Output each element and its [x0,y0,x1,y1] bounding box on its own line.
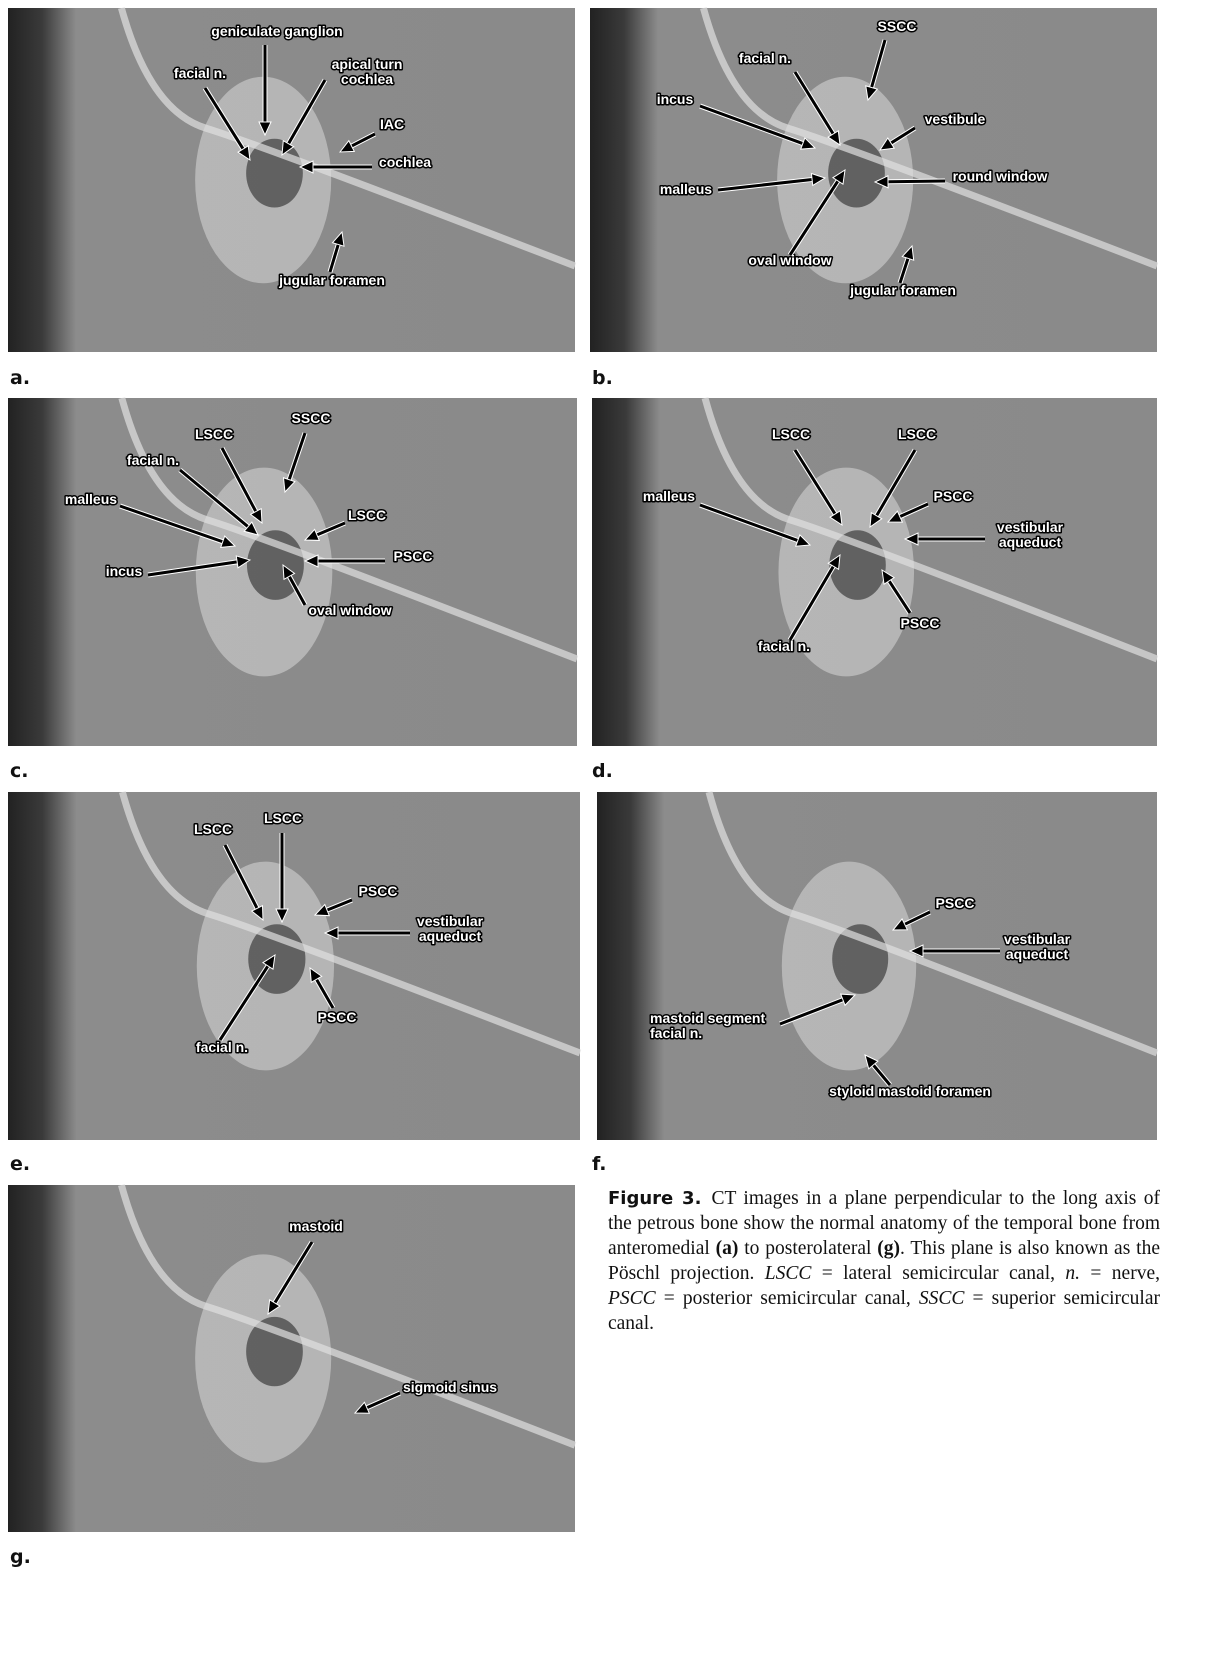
label: PSCC [936,895,975,911]
label: PSCC [394,548,433,564]
label: styloid mastoid foramen [829,1083,991,1099]
label: vestibularaqueduct [417,913,484,944]
arrow [888,181,945,182]
label-line: vestibular [997,519,1064,535]
label: SSCC [292,410,331,426]
label: PSCC [901,615,940,631]
label: LSCC [772,426,810,442]
caption-text: SSCC [919,1288,965,1309]
figure: a. geniculate ganglion facial n. apical tur… [0,0,1225,1660]
caption-text: PSCC [608,1288,656,1309]
label: PSCC [318,1009,357,1025]
caption-text: (g) [877,1238,900,1259]
label: jugular foramen [849,282,956,298]
label-line: facial n. [650,1025,702,1041]
panel-letter: b. [592,367,613,389]
caption-text: LSCC [765,1263,812,1284]
label-line: cochlea [341,71,393,87]
label: LSCC [194,821,232,837]
label: malleus [65,491,117,507]
label: facial n. [174,65,226,81]
caption-text: = posterior semicircular canal, [656,1288,919,1309]
label: geniculate ganglion [211,23,342,39]
label: malleus [643,488,695,504]
page: a. geniculate ganglion facial n. apical tur… [0,0,1225,1660]
caption-text: = lateral semicircular canal, [811,1263,1065,1284]
label: incus [657,91,694,107]
label: jugular foramen [278,272,385,288]
figure-caption: Figure 3.CT images in a plane perpendicu… [608,1186,1160,1336]
label: IAC [380,116,404,132]
label: facial n. [739,50,791,66]
label-line: aqueduct [1006,946,1069,962]
label: cochlea [379,154,431,170]
label: LSCC [348,507,386,523]
label: mastoid [289,1218,343,1234]
label: vestibule [925,111,986,127]
panel-letter: a. [10,367,30,389]
label: facial n. [758,638,810,654]
caption-text: Figure 3. [608,1188,701,1209]
label: facial n. [196,1039,248,1055]
caption-text: = nerve, [1080,1263,1160,1284]
label-line: aqueduct [999,534,1062,550]
label: oval window [308,602,391,618]
label: round window [953,168,1048,184]
label-line: aqueduct [419,928,482,944]
label: LSCC [195,426,233,442]
label: LSCC [898,426,936,442]
label: incus [106,563,143,579]
label-line: vestibular [417,913,484,929]
label: LSCC [264,810,302,826]
label: facial n. [127,452,179,468]
label: PSCC [359,883,398,899]
label: SSCC [878,18,917,34]
panel-letter: e. [10,1153,30,1175]
caption-text: (a) [716,1238,739,1259]
caption-text: to posterolateral [738,1238,877,1259]
panel-letter: g. [10,1546,31,1568]
panel-letter: d. [592,760,613,782]
panel-letter: c. [10,760,28,782]
caption-text: n. [1065,1263,1080,1284]
label-line: mastoid segment [650,1010,765,1026]
label-line: apical turn [332,56,403,72]
label: sigmoid sinus [403,1379,497,1395]
panel-letter: f. [592,1153,606,1175]
label: PSCC [934,488,973,504]
label: malleus [660,181,712,197]
label-line: vestibular [1004,931,1071,947]
